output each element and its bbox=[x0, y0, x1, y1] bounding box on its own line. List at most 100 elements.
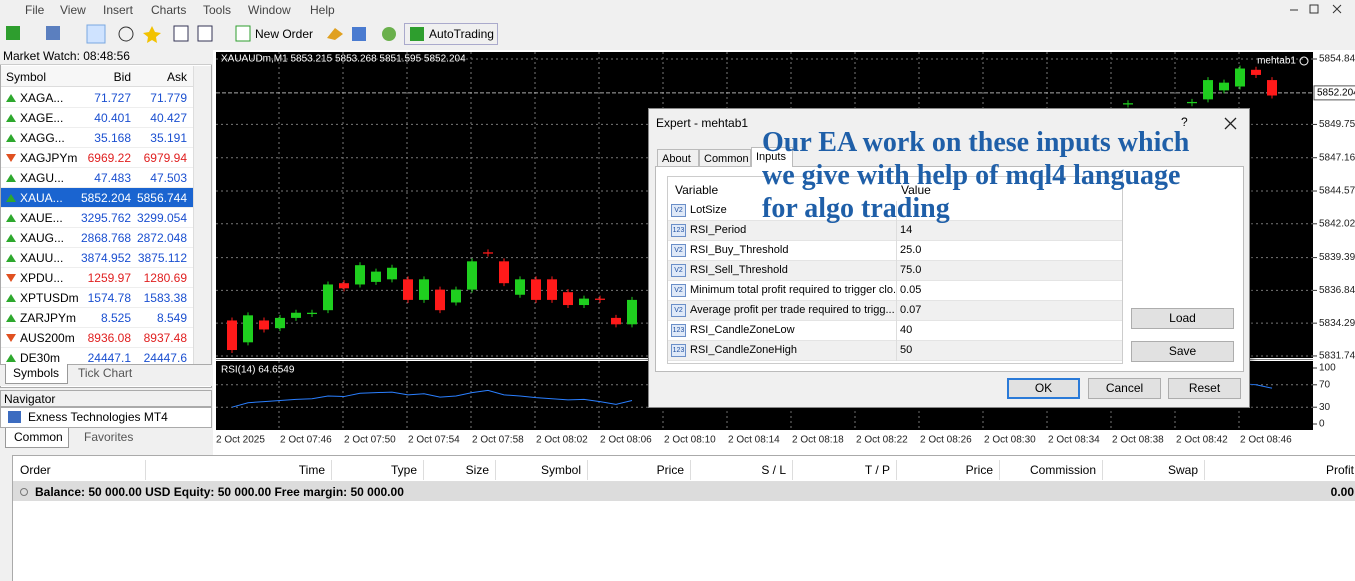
navigator-icon[interactable] bbox=[173, 25, 189, 42]
terminal-col[interactable]: T / P bbox=[864, 463, 890, 477]
menu-item[interactable]: Insert bbox=[103, 3, 134, 17]
input-row[interactable]: V2 RSI_Buy_Threshold 25.0 bbox=[668, 241, 1122, 261]
terminal-col[interactable]: Price bbox=[656, 463, 684, 477]
market-row[interactable]: XAGU... 47.483 47.503 bbox=[1, 168, 193, 188]
dialog-tab[interactable]: Inputs bbox=[751, 147, 793, 167]
dialog-button[interactable]: Cancel bbox=[1088, 378, 1161, 399]
input-row[interactable]: V2 Average profit per trade required to t… bbox=[668, 301, 1122, 321]
candle bbox=[531, 279, 541, 300]
dialog-help[interactable]: ? bbox=[1181, 115, 1188, 129]
market-row[interactable]: XAGG... 35.168 35.191 bbox=[1, 128, 193, 148]
input-row[interactable]: V2 Minimum total profit required to trigg… bbox=[668, 281, 1122, 301]
input-value[interactable]: 25.0 bbox=[900, 244, 922, 256]
menu-item[interactable]: File bbox=[25, 3, 45, 17]
side-button[interactable]: Save bbox=[1131, 341, 1234, 362]
autotrading-button[interactable]: AutoTrading bbox=[404, 23, 498, 45]
annotation: Our EA work on these inputs which bbox=[762, 127, 1190, 158]
trend-arrow bbox=[6, 274, 16, 282]
candle bbox=[259, 320, 269, 330]
terminal-col[interactable]: Symbol bbox=[540, 463, 581, 477]
input-row[interactable]: V2 LotSize bbox=[668, 201, 1122, 221]
ask: 35.191 bbox=[150, 131, 187, 145]
crosshair-icon[interactable] bbox=[118, 26, 134, 42]
market-watch-icon[interactable] bbox=[86, 24, 106, 44]
favorites-icon[interactable] bbox=[143, 26, 161, 43]
terminal-col[interactable]: Type bbox=[390, 463, 417, 477]
candle bbox=[227, 320, 237, 351]
terminal-col[interactable]: Swap bbox=[1167, 463, 1198, 477]
rsi-tick-label: 70 bbox=[1319, 379, 1331, 390]
profiles-icon[interactable] bbox=[46, 26, 60, 40]
input-value[interactable]: 0.05 bbox=[900, 284, 922, 296]
menu-item[interactable]: Window bbox=[248, 3, 291, 17]
new-order-icon[interactable] bbox=[235, 25, 251, 42]
x-tick-label: 2 Oct 08:06 bbox=[600, 435, 652, 446]
market-row[interactable]: AUS200m 8936.08 8937.48 bbox=[1, 328, 193, 348]
dialog-tab[interactable]: Common bbox=[699, 149, 751, 167]
tool-icon[interactable] bbox=[382, 27, 396, 41]
terminal-col[interactable]: Size bbox=[465, 463, 489, 477]
market-row[interactable]: XAGA... 71.727 71.779 bbox=[1, 88, 193, 108]
close[interactable] bbox=[1332, 4, 1342, 14]
candle bbox=[515, 279, 525, 295]
x-tick-label: 2 Oct 2025 bbox=[216, 435, 265, 446]
menu-item[interactable]: Charts bbox=[151, 3, 187, 17]
input-row[interactable]: 123 RSI_CandleZoneLow 40 bbox=[668, 321, 1122, 341]
terminal-col[interactable]: Profit bbox=[1325, 463, 1354, 477]
market-row[interactable]: XPDU... 1259.97 1280.69 bbox=[1, 268, 193, 288]
new-chart-icon[interactable] bbox=[6, 26, 20, 40]
menu-item[interactable]: Tools bbox=[203, 3, 232, 17]
side-button[interactable]: Load bbox=[1131, 308, 1234, 329]
input-value[interactable]: 0.07 bbox=[900, 304, 922, 316]
new-order-button[interactable]: New Order bbox=[255, 27, 314, 41]
input-value[interactable]: 75.0 bbox=[900, 264, 922, 276]
terminal-col[interactable]: Commission bbox=[1029, 463, 1096, 477]
input-value[interactable]: 14 bbox=[900, 224, 913, 236]
input-row[interactable]: 123 RSI_CandleZoneHigh 50 bbox=[668, 341, 1122, 361]
tab[interactable]: Favorites bbox=[84, 430, 134, 444]
tab[interactable]: Symbols bbox=[5, 364, 68, 384]
terminal-col[interactable]: Order bbox=[20, 463, 51, 477]
terminal-icon[interactable] bbox=[197, 25, 213, 42]
market-row[interactable]: XAGJPYm 6969.22 6979.94 bbox=[1, 148, 193, 168]
market-row[interactable]: DE30m 24447.1 24447.6 bbox=[1, 348, 193, 368]
mw-close[interactable] bbox=[199, 48, 209, 62]
col-sep bbox=[331, 460, 332, 480]
candle bbox=[1203, 80, 1213, 100]
market-row[interactable]: XPTUSDm 1574.78 1583.38 bbox=[1, 288, 193, 308]
dialog-close[interactable] bbox=[1221, 114, 1241, 134]
terminal-col[interactable]: Time bbox=[298, 463, 325, 477]
navigator-item[interactable]: Exness Technologies MT4 bbox=[28, 410, 168, 424]
market-row[interactable]: XAUG... 2868.768 2872.048 bbox=[1, 228, 193, 248]
ask: 5856.744 bbox=[136, 191, 187, 205]
input-row[interactable]: 123 RSI_Period 14 bbox=[668, 221, 1122, 241]
tab[interactable]: Tick Chart bbox=[78, 366, 133, 380]
tool-icon[interactable] bbox=[352, 27, 366, 41]
autotrading-icon[interactable] bbox=[410, 27, 424, 41]
input-row[interactable]: V2 RSI_Sell_Threshold 75.0 bbox=[668, 261, 1122, 281]
market-row[interactable]: ZARJPYm 8.525 8.549 bbox=[1, 308, 193, 328]
menu-item[interactable]: View bbox=[60, 3, 86, 17]
trend-arrow bbox=[6, 254, 16, 262]
dialog-tab[interactable]: About bbox=[657, 149, 699, 167]
candle bbox=[499, 261, 509, 284]
annotation: for algo trading bbox=[762, 193, 950, 224]
market-row[interactable]: XAGE... 40.401 40.427 bbox=[1, 108, 193, 128]
restore[interactable] bbox=[1309, 4, 1319, 14]
rsi-tick-label: 30 bbox=[1319, 402, 1331, 413]
terminal-col[interactable]: S / L bbox=[761, 463, 786, 477]
menu-item[interactable]: Help bbox=[310, 3, 335, 17]
input-value[interactable]: 40 bbox=[900, 324, 913, 336]
dialog-button[interactable]: Reset bbox=[1168, 378, 1241, 399]
market-row[interactable]: XAUU... 3874.952 3875.112 bbox=[1, 248, 193, 268]
tab[interactable]: Common bbox=[5, 428, 69, 448]
terminal-col[interactable]: Price bbox=[965, 463, 993, 477]
input-value[interactable]: 50 bbox=[900, 344, 913, 356]
market-row[interactable]: XAUE... 3295.762 3299.054 bbox=[1, 208, 193, 228]
dialog-button[interactable]: OK bbox=[1007, 378, 1080, 399]
candle bbox=[243, 315, 253, 343]
symbol: XAUE... bbox=[20, 211, 63, 225]
tool-icon[interactable] bbox=[327, 28, 343, 40]
market-row[interactable]: XAUA... 5852.204 5856.744 bbox=[1, 188, 193, 208]
